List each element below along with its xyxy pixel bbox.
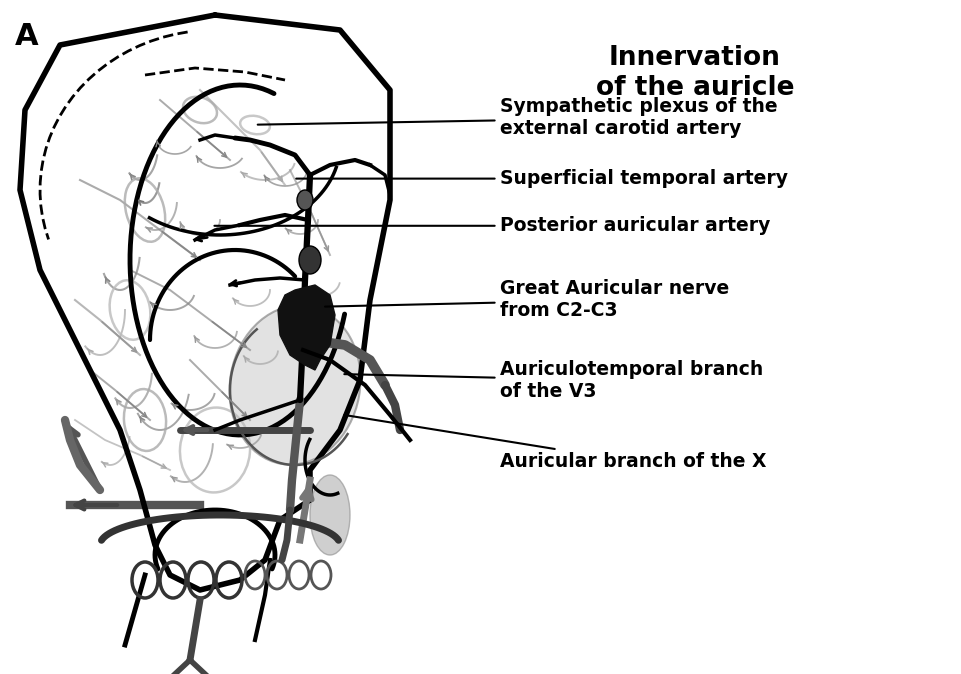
Text: Posterior auricular artery: Posterior auricular artery xyxy=(214,216,770,235)
Ellipse shape xyxy=(297,190,312,210)
Text: Great Auricular nerve
from C2-C3: Great Auricular nerve from C2-C3 xyxy=(325,280,728,320)
Text: A: A xyxy=(15,22,38,51)
Text: Superficial temporal artery: Superficial temporal artery xyxy=(296,169,787,188)
Text: Auriculotemporal branch
of the V3: Auriculotemporal branch of the V3 xyxy=(344,361,763,401)
Text: Auricular branch of the X: Auricular branch of the X xyxy=(344,415,766,471)
Text: Sympathetic plexus of the
external carotid artery: Sympathetic plexus of the external carot… xyxy=(258,98,777,138)
Ellipse shape xyxy=(230,305,360,464)
Ellipse shape xyxy=(299,246,321,274)
Text: Innervation
of the auricle: Innervation of the auricle xyxy=(595,45,794,101)
Polygon shape xyxy=(278,285,334,370)
Ellipse shape xyxy=(309,475,350,555)
